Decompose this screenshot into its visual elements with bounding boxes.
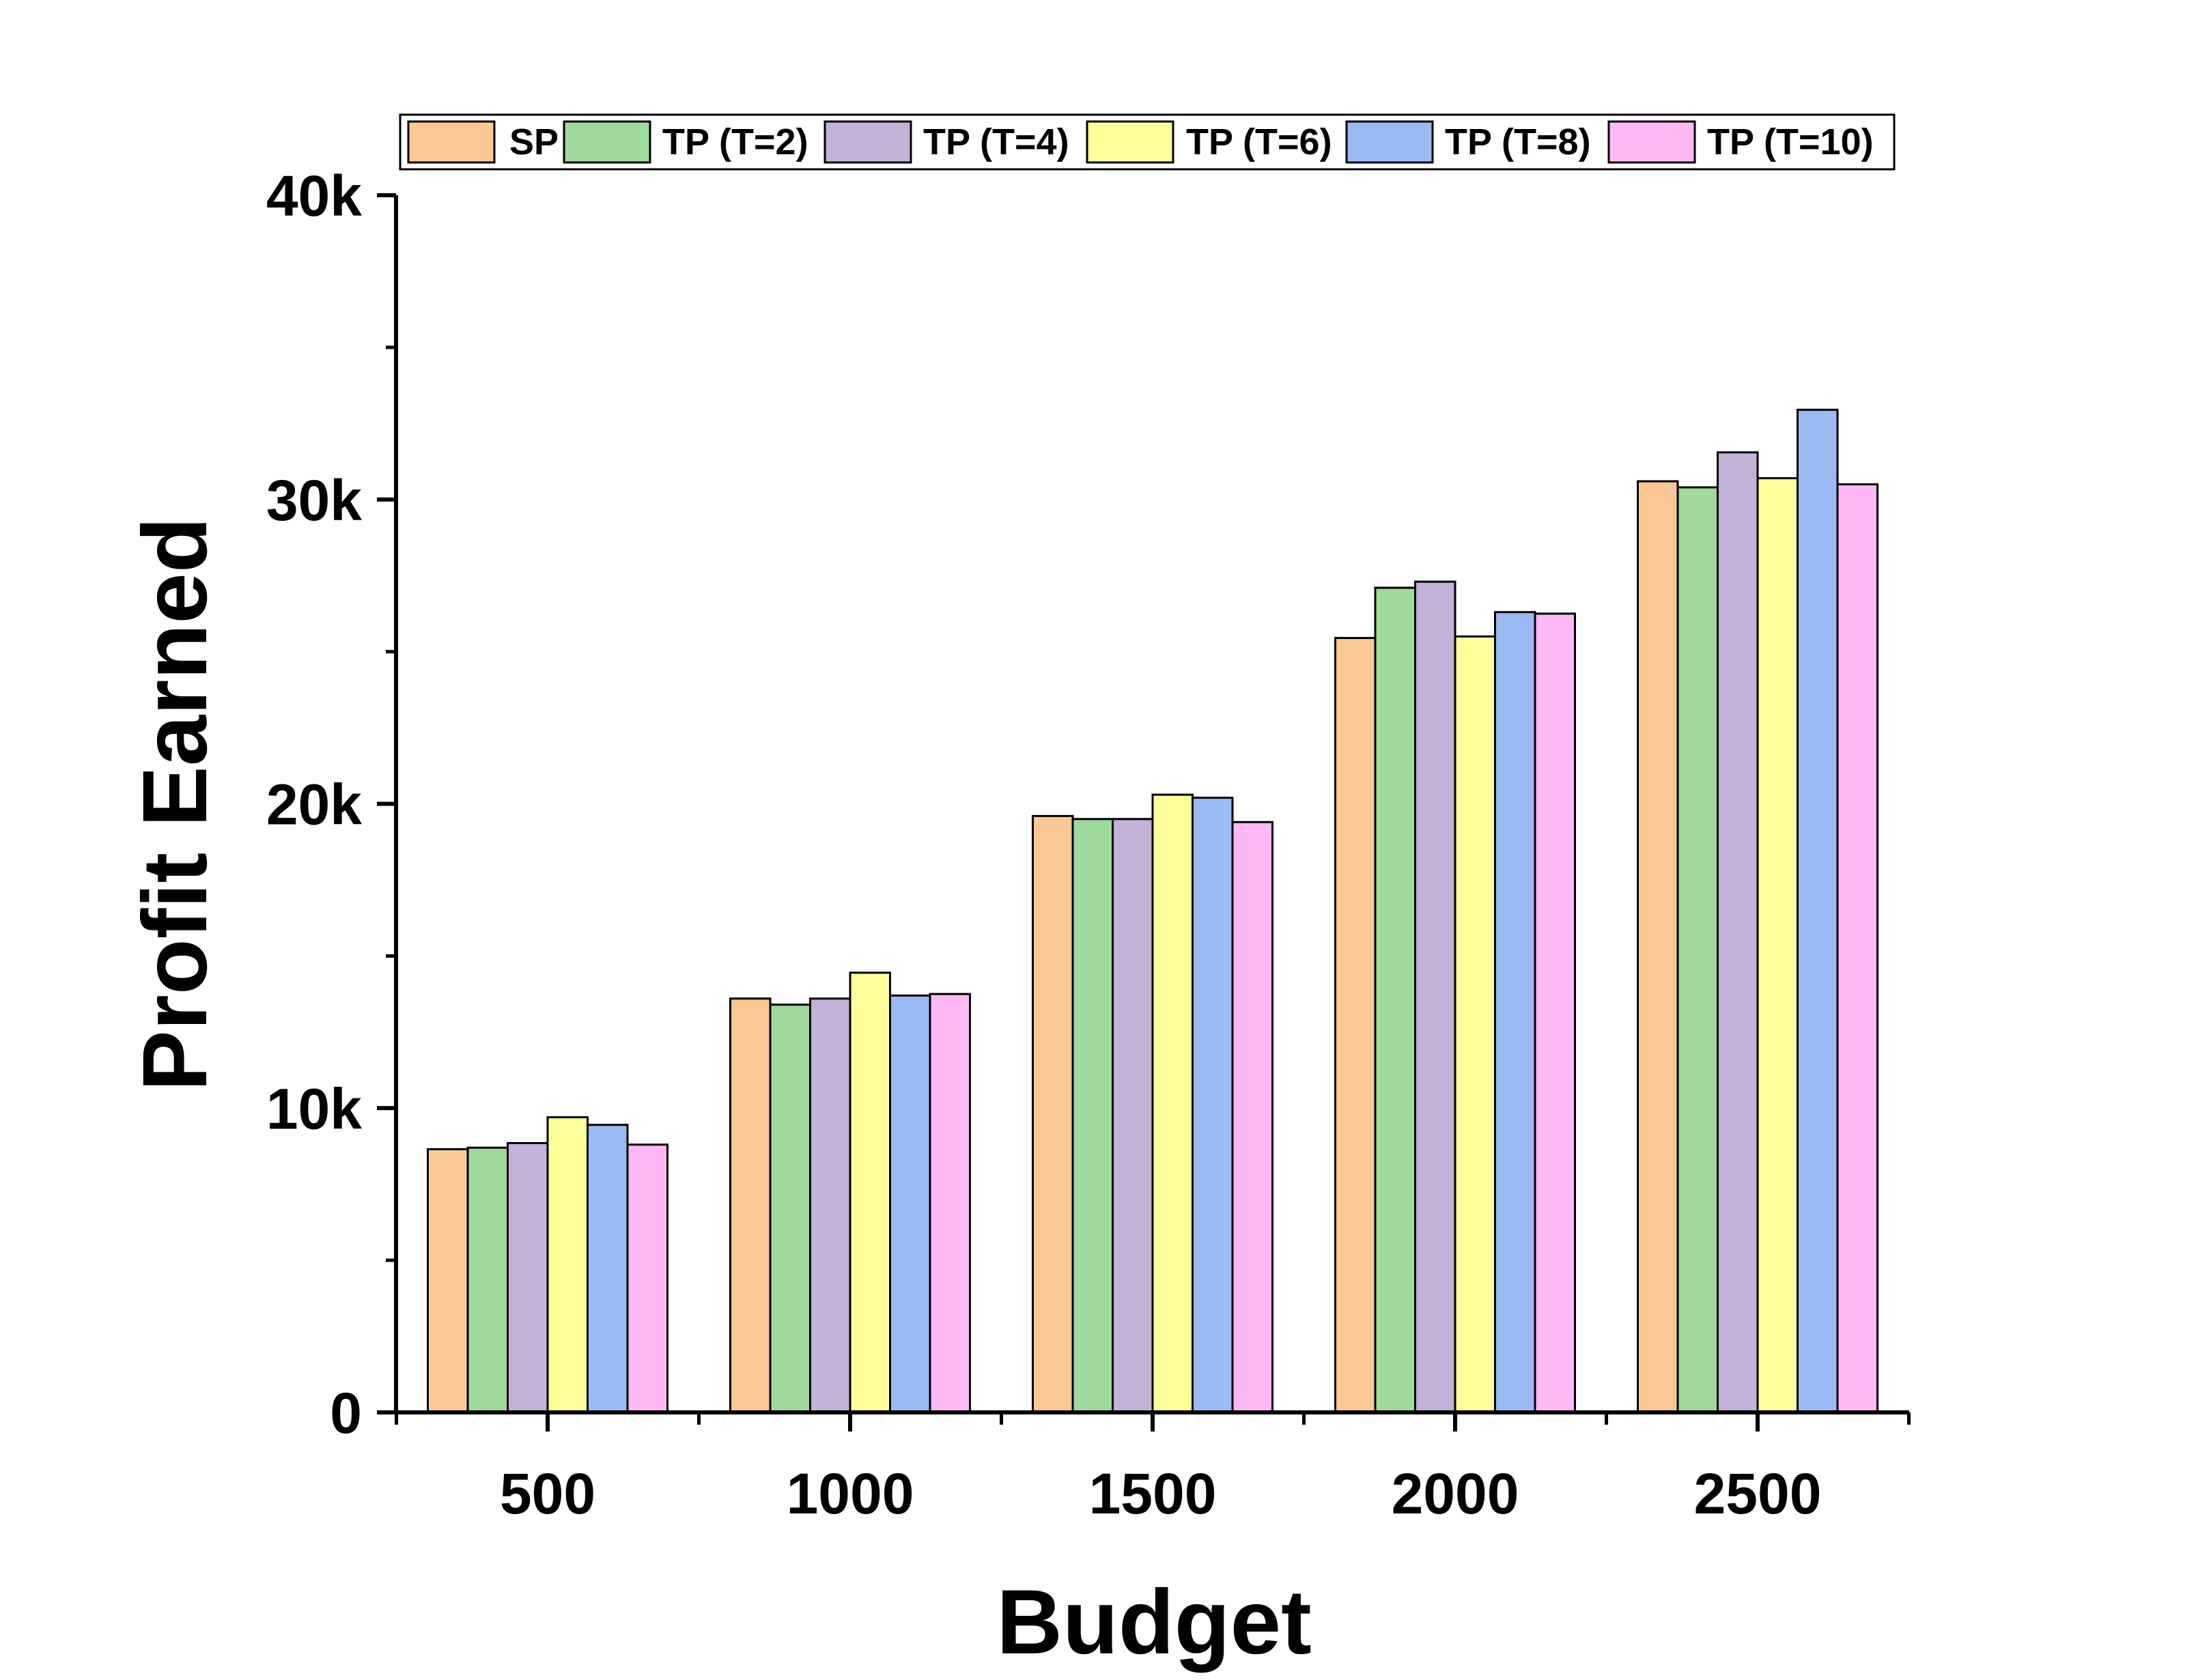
bar-sp-1500: [1032, 814, 1074, 1414]
legend-label-tp-t-10: TP (T=10): [1707, 122, 1874, 162]
bar-sp-2000: [1334, 637, 1377, 1414]
bar-tp-t-6-1000: [849, 971, 891, 1414]
x-tick-label: 1000: [787, 1462, 914, 1526]
bar-tp-t-4-1000: [809, 997, 851, 1414]
legend-swatch-tp-t-8: [1345, 120, 1434, 164]
x-axis-label: Budget: [996, 1571, 1311, 1673]
legend-label-tp-t-8: TP (T=8): [1445, 122, 1591, 162]
bar-tp-t-2-2000: [1374, 586, 1416, 1414]
bar-tp-t-10-2500: [1836, 483, 1878, 1414]
bar-tp-t-8-500: [587, 1124, 629, 1414]
bar-tp-t-8-2500: [1797, 408, 1839, 1414]
bar-tp-t-8-2000: [1494, 611, 1536, 1414]
legend-label-sp: SP: [509, 122, 559, 162]
bar-tp-t-2-2500: [1676, 486, 1719, 1414]
bars: [427, 408, 1878, 1414]
y-tick-label: 20k: [266, 773, 362, 837]
bar-tp-t-2-1500: [1071, 818, 1114, 1414]
y-axis-label: Profit Earned: [124, 517, 226, 1091]
x-tick-label: 2500: [1694, 1462, 1822, 1526]
bar-tp-t-4-2000: [1414, 580, 1456, 1414]
legend-swatch-tp-t-2: [563, 120, 651, 164]
bar-tp-t-6-1500: [1151, 793, 1194, 1414]
bar-tp-t-4-2500: [1717, 451, 1759, 1414]
legend-swatch-tp-t-4: [824, 120, 912, 164]
x-tick-label: 2000: [1392, 1462, 1519, 1526]
bar-sp-500: [427, 1148, 469, 1414]
bar-tp-t-6-2500: [1756, 477, 1799, 1414]
legend-swatch-tp-t-6: [1086, 120, 1174, 164]
x-tick-label: 500: [500, 1462, 595, 1526]
bar-tp-t-2-1000: [769, 1003, 811, 1414]
bar-tp-t-2-500: [466, 1146, 509, 1414]
bar-tp-t-10-1000: [929, 993, 971, 1414]
bar-tp-t-10-500: [626, 1143, 668, 1414]
bar-tp-t-4-500: [507, 1142, 549, 1414]
bar-tp-t-10-2000: [1534, 612, 1576, 1414]
x-tick-label: 1500: [1089, 1462, 1217, 1526]
bar-tp-t-4-1500: [1112, 818, 1154, 1414]
legend-label-tp-t-4: TP (T=4): [923, 122, 1069, 162]
y-tick-label: 0: [330, 1381, 362, 1445]
bar-tp-t-8-1000: [889, 994, 931, 1414]
legend-swatch-sp: [407, 120, 496, 164]
y-tick-label: 40k: [266, 164, 362, 228]
bar-tp-t-8-1500: [1192, 797, 1234, 1414]
bar-tp-t-6-2000: [1454, 635, 1496, 1414]
bar-sp-1000: [729, 997, 772, 1414]
legend-label-tp-t-2: TP (T=2): [662, 122, 808, 162]
y-tick-label: 30k: [266, 468, 362, 532]
legend-swatch-tp-t-10: [1607, 120, 1696, 164]
bar-tp-t-6-500: [546, 1116, 589, 1414]
bar-sp-2500: [1637, 480, 1679, 1414]
axes: 0 10k 20k 30k 40k 500 1000 1500 2000 2500: [266, 164, 1911, 1526]
bar-tp-t-10-1500: [1231, 821, 1273, 1414]
legend-label-tp-t-6: TP (T=6): [1186, 122, 1332, 162]
legend: SP TP (T=2) TP (T=4) TP (T=6) TP (T=8) TP (T=…: [399, 113, 1896, 171]
y-tick-label: 10k: [266, 1077, 362, 1141]
